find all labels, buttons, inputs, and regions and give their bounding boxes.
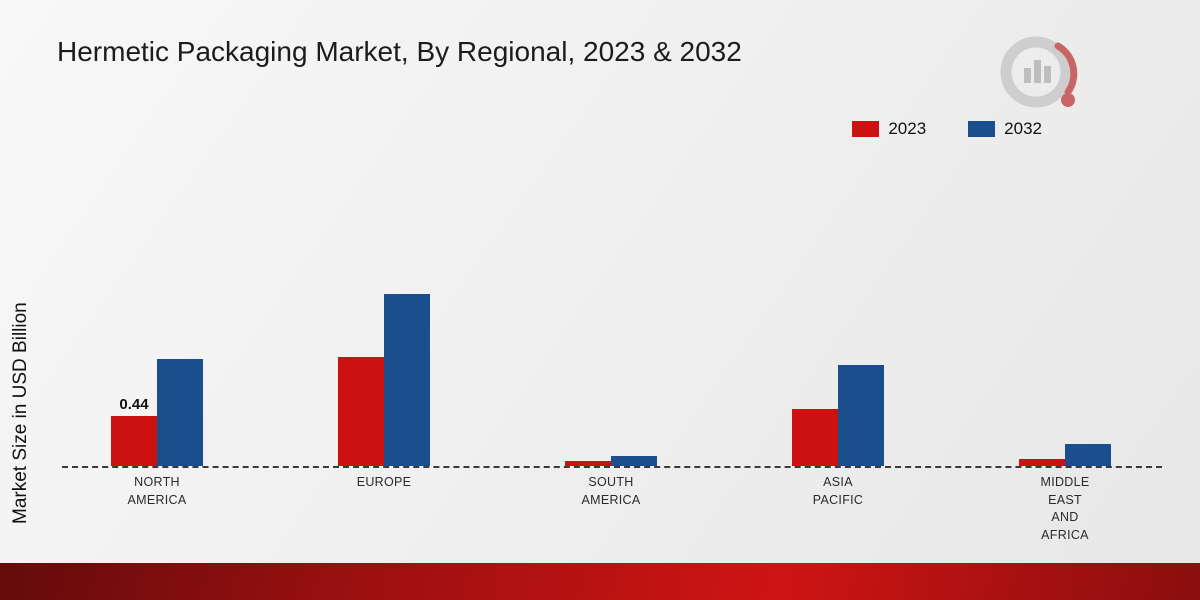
y-axis-label: Market Size in USD Billion <box>10 302 31 524</box>
category-label-line: AMERICA <box>581 492 641 507</box>
bar-group <box>792 365 884 466</box>
category-label-line: MIDDLE <box>1040 475 1090 489</box>
bar-2032-middle-east-and-africa <box>1065 444 1111 466</box>
bar-2023-asia-pacific <box>792 409 838 466</box>
bar-value-label: 0.44 <box>119 396 149 413</box>
bar-2023-north-america <box>111 416 157 466</box>
category-label-line: EUROPE <box>356 475 412 489</box>
footer-accent-strip <box>0 563 1200 600</box>
bar-2032-north-america <box>157 359 203 466</box>
legend-label-2023: 2023 <box>888 119 927 138</box>
legend-item-2023: 2023 <box>852 119 926 139</box>
brand-logo-icon <box>996 26 1088 123</box>
category-label-line: EAST <box>1048 492 1082 507</box>
category-label: ASIA PACIFIC <box>763 474 913 509</box>
category-label-line: PACIFIC <box>812 492 864 507</box>
category-label-line: AMERICA <box>127 492 187 507</box>
legend-swatch-2032 <box>968 121 996 137</box>
x-axis-baseline <box>62 466 1162 468</box>
bar-2032-asia-pacific <box>838 365 884 466</box>
bar-2023-middle-east-and-africa <box>1019 459 1065 466</box>
category-label-line: AND <box>1051 510 1079 524</box>
bar-2023-south-america <box>565 461 611 466</box>
bar-group <box>111 359 203 466</box>
category-label: MIDDLE EAST AND AFRICA <box>990 474 1140 544</box>
category-label-line: ASIA <box>823 475 853 489</box>
chart-title: Hermetic Packaging Market, By Regional, … <box>57 36 742 67</box>
bar-group <box>565 456 657 466</box>
bar-group <box>1019 444 1111 466</box>
category-label: SOUTH AMERICA <box>536 474 686 509</box>
category-label-line: NORTH <box>134 475 180 489</box>
bar-group <box>338 294 430 466</box>
category-label: EUROPE <box>309 474 459 492</box>
bar-2023-europe <box>338 357 384 466</box>
legend-item-2032: 2032 <box>968 119 1042 139</box>
legend-label-2032: 2032 <box>1004 119 1042 138</box>
category-label-line: AFRICA <box>1041 527 1089 542</box>
bar-2032-europe <box>384 294 430 466</box>
legend-swatch-2023 <box>852 121 880 137</box>
legend: 2023 2032 <box>852 119 1042 139</box>
category-label: NORTH AMERICA <box>82 474 232 509</box>
category-label-line: SOUTH <box>588 475 634 489</box>
bar-2032-south-america <box>611 456 657 466</box>
